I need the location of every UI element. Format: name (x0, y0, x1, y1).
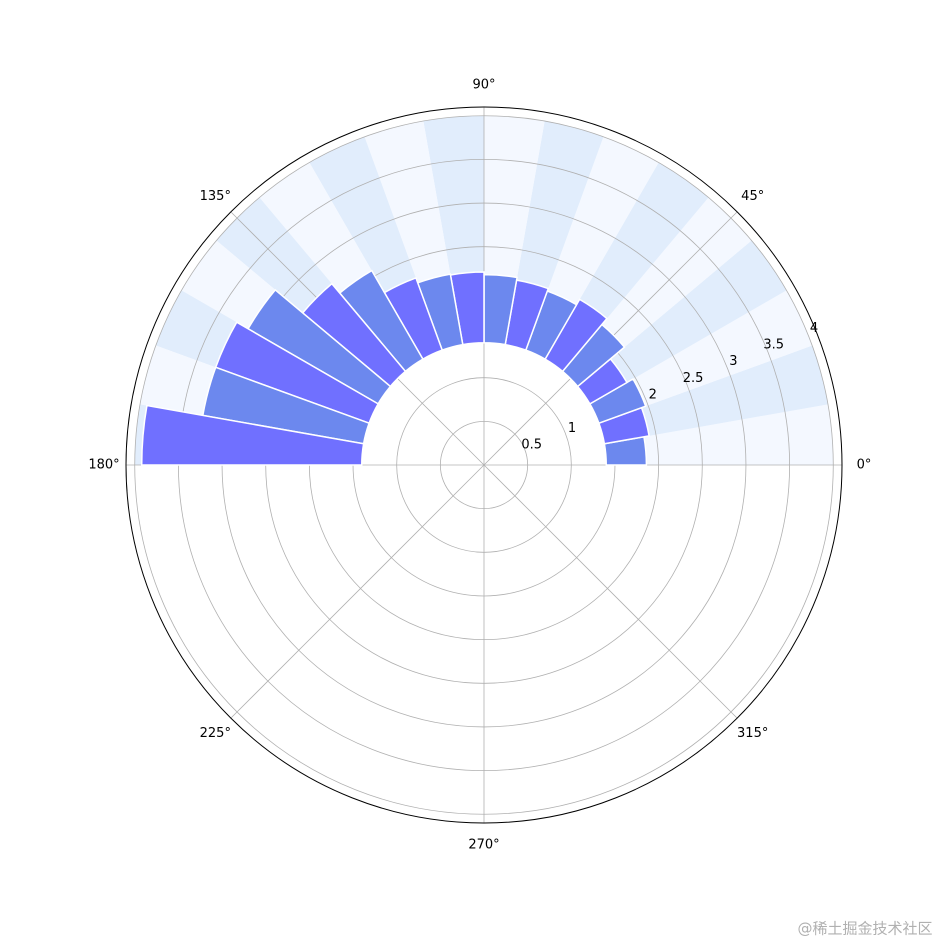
angle-tick-label: 225° (200, 726, 231, 741)
grid-spoke (230, 464, 485, 719)
angle-tick-label: 270° (468, 838, 499, 853)
radial-tick-label: 2 (649, 388, 657, 403)
background-bar (577, 240, 787, 404)
watermark: @稀土掘金技术社区 (797, 920, 932, 938)
background-bar (604, 404, 834, 465)
angle-tick-label: 90° (472, 78, 495, 93)
background-bar (589, 290, 813, 424)
angle-tick-label: 45° (741, 189, 764, 204)
polar-frame (125, 106, 843, 824)
angle-tick-label: 135° (200, 189, 231, 204)
background-bar (598, 345, 828, 444)
grid-spoke (483, 464, 738, 719)
radial-tick-label: 3 (729, 354, 737, 369)
bar (588, 377, 647, 425)
radial-tick-label: 0.5 (521, 438, 542, 453)
bar (140, 404, 365, 466)
bar (544, 298, 608, 373)
radial-tick-label: 2.5 (683, 371, 704, 386)
angle-tick-label: 180° (88, 458, 119, 473)
angle-tick-label: 315° (737, 726, 768, 741)
angle-tick-label: 0° (857, 458, 872, 473)
radial-tick-label: 3.5 (763, 337, 784, 352)
radial-tick-label: 4 (810, 321, 818, 336)
radial-tick-label: 1 (568, 421, 576, 436)
